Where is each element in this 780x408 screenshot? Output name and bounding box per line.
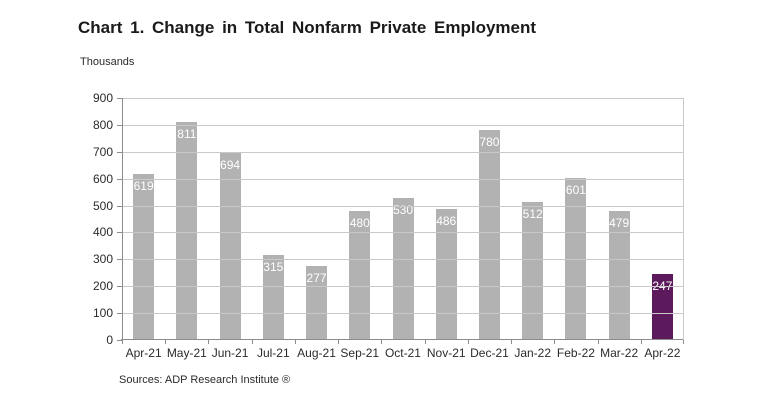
x-axis-tick <box>381 340 383 344</box>
bar-value-label: 601 <box>565 183 586 198</box>
y-axis-tick <box>117 151 122 153</box>
y-axis-tick <box>117 286 122 288</box>
gridline <box>122 313 684 315</box>
gridline <box>122 151 684 153</box>
x-axis-label: Jun-21 <box>211 346 249 360</box>
gridline <box>122 98 684 99</box>
bar-may-21: 811 <box>176 121 198 340</box>
y-axis-label: 700 <box>92 144 113 159</box>
x-axis-label: Dec-21 <box>470 346 509 360</box>
x-axis-tick <box>511 340 513 344</box>
y-axis-tick <box>117 205 122 207</box>
x-axis-tick <box>208 340 210 344</box>
bar-jul-21: 315 <box>262 255 284 340</box>
x-axis-label: Sep-21 <box>340 346 380 360</box>
y-axis-tick <box>117 340 122 341</box>
bar-value-label: 512 <box>522 207 543 222</box>
x-axis-tick <box>597 340 599 344</box>
x-axis-tick <box>165 340 167 344</box>
y-axis-label: 400 <box>92 225 113 240</box>
y-axis-tick <box>117 232 122 234</box>
y-axis-tick <box>117 178 122 180</box>
x-axis-label: May-21 <box>166 346 207 360</box>
bar-apr-22: 247 <box>651 273 673 340</box>
y-axis-label: 600 <box>92 171 113 186</box>
x-axis-label: Apr-22 <box>644 346 681 360</box>
bar-mar-22: 479 <box>608 211 630 340</box>
y-axis-label: 800 <box>92 117 113 132</box>
y-axis-label: 0 <box>106 333 113 347</box>
bar-value-label: 780 <box>479 135 500 150</box>
x-axis-tick <box>424 340 426 344</box>
bar-value-label: 247 <box>652 278 673 293</box>
x-axis-label: Apr-21 <box>125 346 162 360</box>
x-axis-tick <box>338 340 340 344</box>
bar-aug-21: 277 <box>306 265 328 340</box>
bar-feb-22: 601 <box>565 178 587 340</box>
bar-value-label: 811 <box>177 126 197 141</box>
gridline <box>122 205 684 207</box>
source-note: Sources: ADP Research Institute ® <box>119 374 291 386</box>
y-axis-label: 200 <box>92 279 113 294</box>
bar-sep-21: 480 <box>349 210 371 340</box>
x-axis-label: Oct-21 <box>384 346 421 360</box>
bar-value-label: 315 <box>263 260 284 275</box>
x-axis-tick <box>294 340 296 344</box>
bar-jun-21: 694 <box>219 153 241 340</box>
bar-value-label: 277 <box>306 270 327 285</box>
gridline <box>122 259 684 261</box>
x-axis-label: Nov-21 <box>426 346 466 360</box>
y-axis-label: 100 <box>92 306 113 321</box>
x-axis-tick <box>122 340 123 344</box>
x-axis-label: Feb-22 <box>556 346 595 360</box>
gridline <box>122 178 684 180</box>
bar-jan-22: 512 <box>522 202 544 340</box>
x-axis-label: Mar-22 <box>600 346 639 360</box>
x-axis-tick <box>683 340 684 344</box>
x-axis-label: Jul-21 <box>256 346 290 360</box>
bar-value-label: 479 <box>609 216 630 231</box>
plot-border-right <box>683 98 684 340</box>
x-axis-tick <box>467 340 469 344</box>
y-axis-label: 500 <box>92 198 113 213</box>
x-axis-label: Jan-22 <box>514 346 552 360</box>
y-axis-tick <box>117 259 122 261</box>
x-axis-tick <box>640 340 642 344</box>
bar-oct-21: 530 <box>392 197 414 340</box>
bar-value-label: 486 <box>436 214 457 229</box>
bar-nov-21: 486 <box>435 209 457 340</box>
chart-title: Chart 1. Change in Total Nonfarm Private… <box>78 18 537 37</box>
y-axis-tick <box>117 124 122 126</box>
gridline <box>122 286 684 288</box>
bar-value-label: 694 <box>220 158 241 173</box>
x-axis-tick <box>251 340 253 344</box>
y-axis-tick <box>117 313 122 315</box>
y-axis-line <box>122 98 123 340</box>
bar-value-label: 619 <box>133 178 154 193</box>
y-axis-units-label: Thousands <box>80 56 135 68</box>
bar-dec-21: 780 <box>478 130 500 340</box>
bar-value-label: 480 <box>349 215 370 230</box>
x-axis-line <box>121 339 684 340</box>
plot-area: 619 811 694 315 277 480 530 486 780 512 601 479 247 0… <box>93 91 684 360</box>
gridline <box>122 232 684 234</box>
y-axis-label: 900 <box>92 91 113 105</box>
y-axis-tick <box>117 98 122 99</box>
bar-apr-21: 619 <box>133 173 155 340</box>
y-axis-label: 300 <box>92 252 113 267</box>
gridline <box>122 124 684 126</box>
x-axis-tick <box>554 340 556 344</box>
x-axis-label: Aug-21 <box>297 346 336 360</box>
